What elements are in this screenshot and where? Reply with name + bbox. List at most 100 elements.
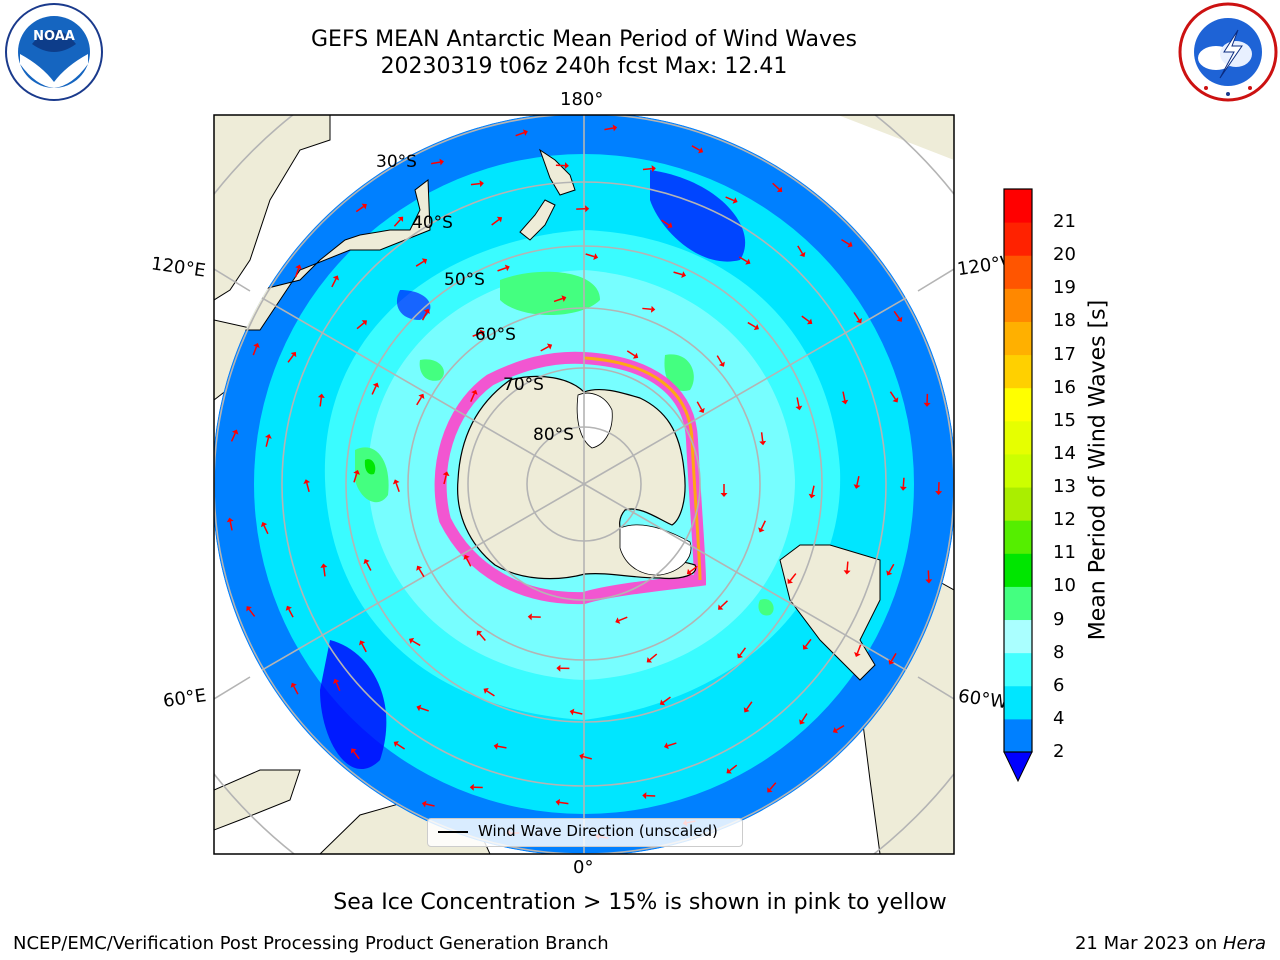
colorbar-segment [1004, 685, 1032, 720]
wave-arrowhead [832, 727, 839, 734]
wave-arrowhead [290, 351, 297, 358]
colorbar-tick-label: 11 [1053, 542, 1076, 564]
wave-arrowhead [479, 180, 484, 188]
colorbar-segment [1004, 354, 1032, 389]
wave-arrowhead [923, 402, 931, 407]
map-legend: Wind Wave Direction (unscaled) [427, 818, 743, 847]
wave-arrowhead [843, 570, 851, 575]
wave-arrowhead [799, 719, 806, 725]
wave-arrow [265, 437, 270, 447]
wave-arrowhead [463, 554, 470, 560]
wave-arrowhead [476, 630, 483, 636]
wave-arrow [888, 563, 895, 573]
wave-arrowhead [556, 664, 561, 672]
wave-arrowhead [504, 264, 510, 272]
wave-arrow [720, 600, 728, 608]
wave-arrow [769, 782, 777, 791]
lon-label-180: 180° [560, 89, 604, 110]
wave-arrow [673, 271, 683, 276]
wave-arrow [331, 278, 337, 288]
wave-arrow [396, 743, 406, 750]
wave-arrowhead [776, 186, 783, 193]
colorbar-segment [1004, 718, 1032, 753]
legend-line-sample [438, 831, 468, 833]
chart-subtitle: 20230319 t06z 240h fcst Max: 12.41 [380, 54, 788, 79]
wave-arrowhead [555, 798, 561, 806]
wave-arrow [515, 131, 525, 137]
wave-arrowhead [651, 165, 656, 173]
lat-label-60s: 60°S [475, 325, 516, 345]
chart-title: GEFS MEAN Antarctic Mean Period of Wind … [311, 27, 857, 52]
wave-arrow [431, 161, 441, 165]
lat-label-50s: 50°S [444, 270, 485, 290]
wave-arrowhead [333, 678, 340, 684]
wave-arrowhead [758, 527, 765, 533]
wave-arrowhead [290, 682, 297, 688]
wave-arrowhead [663, 742, 669, 750]
wave-arrowhead [392, 479, 400, 485]
wave-arrowhead [522, 129, 528, 136]
colorbar-tick-label: 16 [1053, 376, 1076, 398]
wave-arrowhead [612, 124, 618, 132]
graticule [214, 115, 954, 854]
wave-arrow [689, 565, 698, 573]
colorbar-segment [1004, 321, 1032, 356]
wave-arrowhead [737, 652, 743, 659]
wave-arrow [573, 711, 583, 715]
wave-arrowhead [496, 216, 503, 223]
wave-arrow [856, 476, 860, 486]
footer-date: 21 Mar 2023 on Hera [1075, 933, 1266, 954]
wave-arrow [486, 690, 495, 697]
wave-arrowhead [667, 222, 673, 229]
wave-arrowhead [361, 203, 367, 210]
footer-credit: NCEP/EMC/Verification Post Processing Pr… [13, 933, 609, 954]
colorbar-segment [1004, 619, 1032, 654]
wave-arrowhead [253, 342, 260, 348]
wave-arrow [365, 562, 372, 571]
wave-arrowhead [303, 479, 311, 484]
wave-arrow [667, 742, 677, 747]
wave-arrow [889, 391, 897, 400]
wave-arrow [306, 482, 310, 492]
noaa-logo: NOAA [5, 3, 103, 101]
wave-arrow [416, 396, 423, 406]
wave-arrowhead [260, 522, 268, 528]
wave-arrow [801, 315, 810, 323]
wave-arrowhead [935, 490, 943, 496]
wave-arrow [760, 520, 766, 530]
wave-arrow [618, 616, 628, 622]
wave-arrowhead [421, 800, 427, 808]
colorbar-segment [1004, 222, 1032, 256]
wave-arrowhead [439, 158, 444, 166]
wave-arrow [393, 219, 401, 227]
colorbar-tick-label: 14 [1053, 442, 1076, 464]
wave-arrowhead [646, 657, 653, 663]
wave-arrow [465, 557, 472, 567]
wave-arrowhead [442, 471, 450, 477]
wave-arrow [491, 219, 500, 226]
wave-arrowhead [698, 407, 705, 414]
colorbar-tick-label: 4 [1053, 707, 1065, 729]
nws-logo [1178, 2, 1278, 102]
wave-arrow [796, 397, 800, 407]
wave-arrowhead [353, 469, 361, 475]
colorbar-segment [1004, 652, 1032, 687]
wave-arrowhead [745, 258, 751, 265]
wave-arrowhead [896, 316, 903, 322]
wave-arrow [739, 647, 747, 656]
wave-arrow [353, 473, 358, 483]
wave-arrow [725, 196, 735, 202]
wave-arrowhead [317, 393, 325, 398]
noaa-logo-text: NOAA [33, 29, 75, 44]
wave-arrowhead [732, 197, 738, 204]
wave-arrow [649, 653, 658, 661]
wave-arrow [642, 167, 653, 171]
colorbar-tick-label: 20 [1053, 244, 1076, 266]
wave-arrow [371, 385, 377, 395]
colorbar-segment [1004, 586, 1032, 621]
wave-arrowhead [697, 147, 704, 154]
footer-host: Hera [1222, 933, 1266, 954]
wave-arrow [353, 751, 360, 760]
colorbar-segment [1004, 387, 1032, 422]
